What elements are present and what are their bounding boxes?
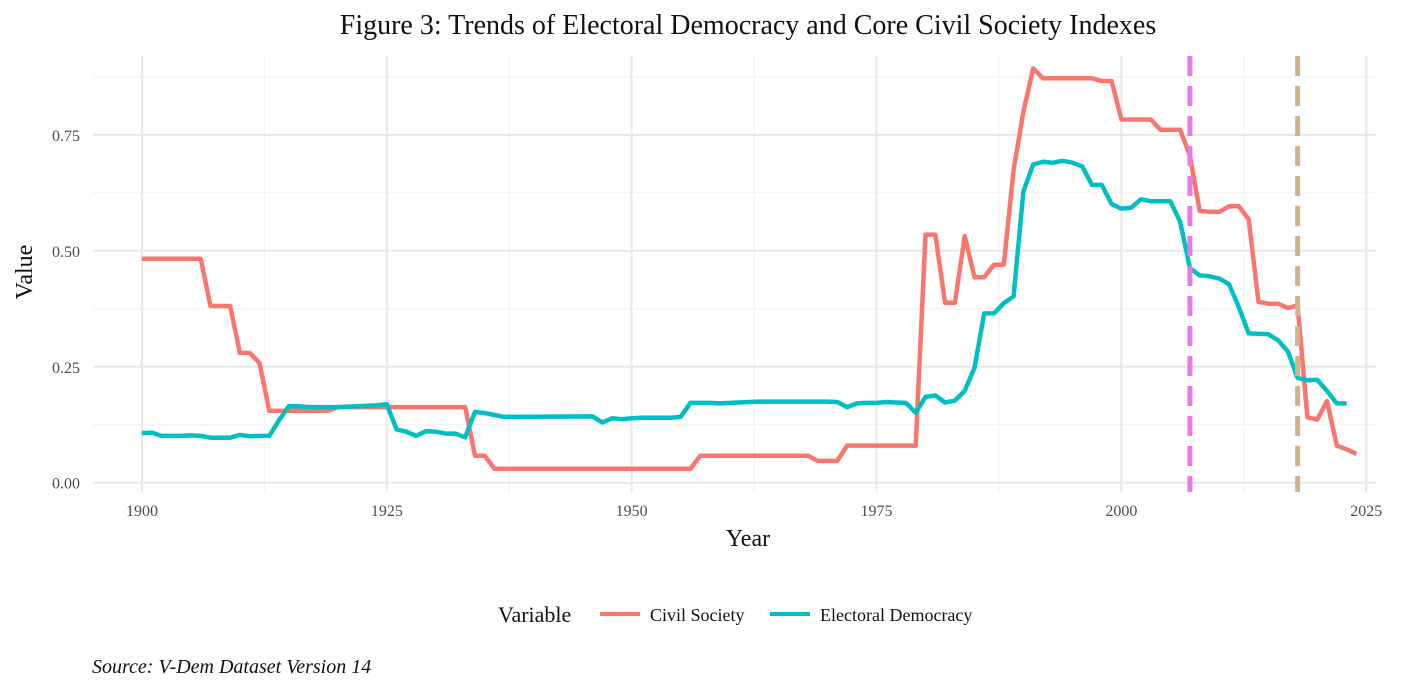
legend-label-electoral-democracy: Electoral Democracy xyxy=(820,605,972,625)
x-tick-label: 1900 xyxy=(126,503,158,520)
series-lines xyxy=(141,66,1358,472)
reference-lines xyxy=(1187,56,1301,492)
x-tick-label: 1950 xyxy=(616,503,648,520)
y-tick-label: 0.75 xyxy=(52,128,80,145)
y-axis-title: Value xyxy=(12,245,38,300)
y-tick-label: 0.50 xyxy=(52,244,80,261)
series-line-electoral-democracy xyxy=(141,158,1347,440)
source-caption: Source: V-Dem Dataset Version 14 xyxy=(92,656,372,678)
x-tick-label: 2000 xyxy=(1105,503,1137,520)
series-line-civil-society xyxy=(142,66,1358,472)
chart-title: Figure 3: Trends of Electoral Democracy … xyxy=(340,10,1156,41)
legend-label-civil-society: Civil Society xyxy=(650,605,745,625)
x-axis-title: Year xyxy=(726,526,770,552)
legend-title: Variable xyxy=(498,602,571,627)
tick-labels: 1900 1925 1950 1975 2000 2025 0.00 0.25 0.50 0.75 xyxy=(52,128,1382,520)
grid xyxy=(93,56,1376,492)
y-tick-label: 0.25 xyxy=(52,360,80,377)
x-tick-label: 2025 xyxy=(1350,503,1382,520)
x-tick-label: 1925 xyxy=(371,503,403,520)
y-tick-label: 0.00 xyxy=(52,476,80,493)
x-tick-label: 1975 xyxy=(861,503,893,520)
legend: Variable Civil Society Electoral Democra… xyxy=(498,602,972,627)
